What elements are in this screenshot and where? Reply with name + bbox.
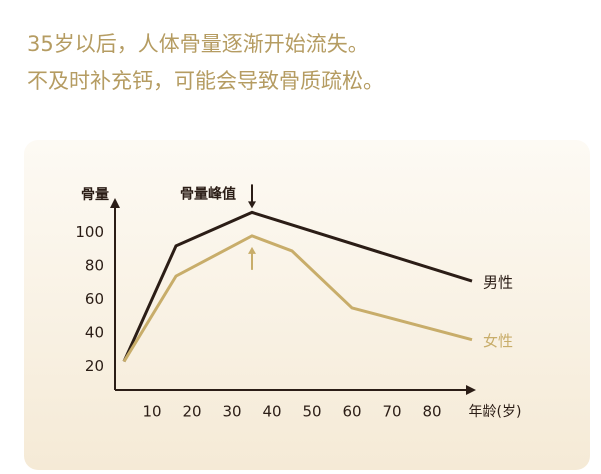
panel xyxy=(24,140,590,470)
x-tick-label: 40 xyxy=(262,403,281,421)
chart-subtitle: 不及时补充钙，可能会导致骨质疏松。 xyxy=(27,69,384,93)
annotation-arrow-head xyxy=(248,201,256,209)
y-axis-label: 骨量 xyxy=(81,186,109,203)
x-tick-label: 30 xyxy=(222,403,241,421)
chart-title: 35岁以后，人体骨量逐渐开始流失。 xyxy=(27,32,369,56)
annotation: 骨量峰值 xyxy=(180,185,236,202)
series-label: 男性 xyxy=(483,274,513,292)
y-tick-label: 80 xyxy=(85,257,104,275)
series-label: 女性 xyxy=(483,332,513,350)
y-tick-label: 60 xyxy=(85,290,104,308)
y-tick-label: 100 xyxy=(75,223,104,241)
x-tick-label: 10 xyxy=(142,403,161,421)
x-tick-label: 20 xyxy=(182,403,201,421)
series-line xyxy=(122,210,473,363)
series-line xyxy=(122,234,473,363)
x-tick-label: 70 xyxy=(382,403,401,421)
y-tick-label: 40 xyxy=(85,324,104,342)
y-axis-arrow xyxy=(110,198,120,208)
x-tick-label: 60 xyxy=(342,403,361,421)
x-axis-arrow xyxy=(466,385,476,395)
female-peak-arrow-head xyxy=(248,246,256,254)
x-tick-label: 80 xyxy=(422,403,441,421)
x-axis-label: 年龄(岁) xyxy=(469,404,522,420)
y-tick-label: 20 xyxy=(85,357,104,375)
x-tick-label: 50 xyxy=(302,403,321,421)
